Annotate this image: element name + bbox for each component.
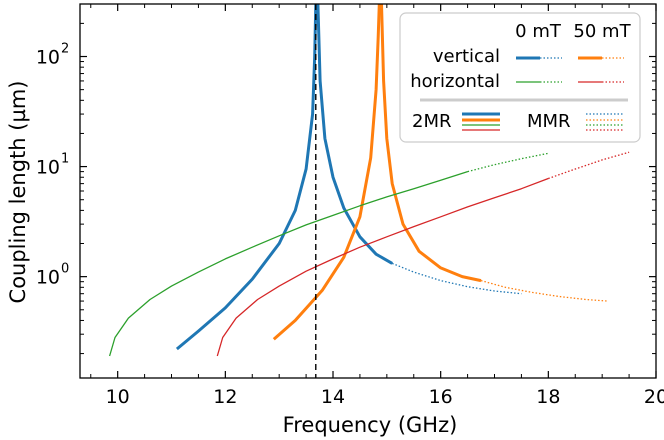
x-axis-label: Frequency (GHz) (283, 413, 458, 437)
legend-box (399, 12, 641, 143)
y-tick-exponent-1: 1 (61, 152, 69, 167)
x-tick-label-3: 16 (429, 386, 453, 408)
x-tick-label-4: 18 (536, 386, 560, 408)
y-tick-label-2: 10 (36, 47, 60, 69)
plot-series (108, 4, 630, 357)
legend-row-horizontal: horizontal (410, 71, 500, 92)
legend-row-vertical: vertical (433, 46, 500, 67)
series-line-4 (380, 4, 482, 283)
legend-header-50mT: 50 mT (573, 21, 631, 42)
y-tick-exponent-0: 0 (61, 262, 69, 277)
legend-header-0mT: 0 mT (515, 21, 562, 42)
legend-MMR-label: MMR (527, 111, 571, 132)
legend-2MR-label: 2MR (412, 111, 452, 132)
series-line-7 (467, 152, 549, 173)
x-axis: 10 12 14 16 18 20 (90, 4, 664, 408)
x-tick-label-5: 20 (644, 386, 664, 408)
legend: 0 mT 50 mT vertical horizontal 2MR MMR (399, 12, 641, 143)
x-tick-label-0: 10 (106, 386, 130, 408)
series-line-5 (480, 279, 608, 302)
x-tick-label-2: 14 (321, 386, 345, 408)
series-line-3 (272, 4, 381, 341)
series-line-1 (316, 4, 393, 265)
y-tick-label-1: 10 (36, 157, 60, 179)
y-tick-label-0: 10 (36, 267, 60, 289)
y-tick-exponent-2: 2 (61, 42, 69, 57)
series-line-6 (108, 170, 468, 357)
x-tick-label-1: 12 (213, 386, 237, 408)
series-line-0 (175, 4, 318, 351)
series-line-2 (391, 262, 522, 295)
series-line-9 (548, 151, 630, 180)
y-axis-label: Coupling length (µm) (6, 81, 30, 304)
series-line-8 (216, 177, 549, 357)
